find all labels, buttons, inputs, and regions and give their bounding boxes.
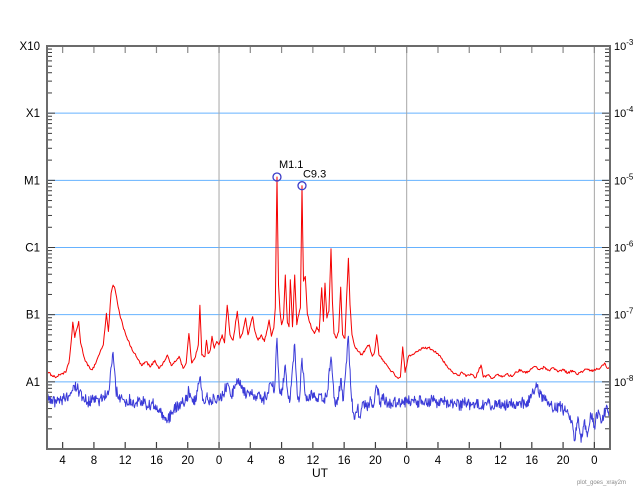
y-right-tick-label: 10-5 [614,172,634,187]
y-right-tick-label: 10-3 [614,38,634,53]
y-right-tick-label: 10-7 [614,307,634,322]
x-tick-label: 20 [369,455,382,467]
x-tick-label: 8 [466,455,472,467]
x-tick-label: 20 [181,455,194,467]
flare-peak-marker [297,181,307,191]
x-tick-label: 4 [59,455,66,467]
x-tick-label: 12 [306,455,319,467]
plot-caption: plot_goes_xray2m [576,480,626,486]
y-right-tick-label: 10-8 [614,374,634,389]
x-tick-label: 16 [338,455,351,467]
x-axis-label: UT [312,466,328,480]
y-left-tick-label: M1 [24,175,40,187]
xray-short-curve [47,335,610,443]
x-tick-label: 8 [91,455,97,467]
x-tick-label: 12 [119,455,132,467]
flare-annotation-label: M1.1 [279,159,303,171]
plot-frame [46,45,611,450]
x-tick-label: 16 [525,455,538,467]
x-tick-label: 4 [247,455,254,467]
y-left-tick-label: X1 [26,108,40,120]
x-tick-label: 0 [216,455,222,467]
x-tick-label: 20 [557,455,570,467]
x-tick-label: 8 [278,455,284,467]
x-tick-label: 0 [591,455,597,467]
xray-long-curve [47,176,610,379]
x-tick-label: 0 [403,455,409,467]
x-tick-label: 16 [150,455,163,467]
flare-annotation-label: C9.3 [303,169,326,181]
x-tick-label: 12 [494,455,507,467]
x-tick-label: 4 [435,455,442,467]
flare-peak-marker [272,172,282,182]
y-right-tick-label: 10-4 [614,105,634,120]
y-left-tick-label: C1 [25,243,40,255]
y-left-tick-label: X10 [20,41,40,53]
y-left-tick-label: A1 [26,377,40,389]
y-left-tick-label: B1 [26,310,40,322]
y-right-tick-label: 10-6 [614,240,634,255]
